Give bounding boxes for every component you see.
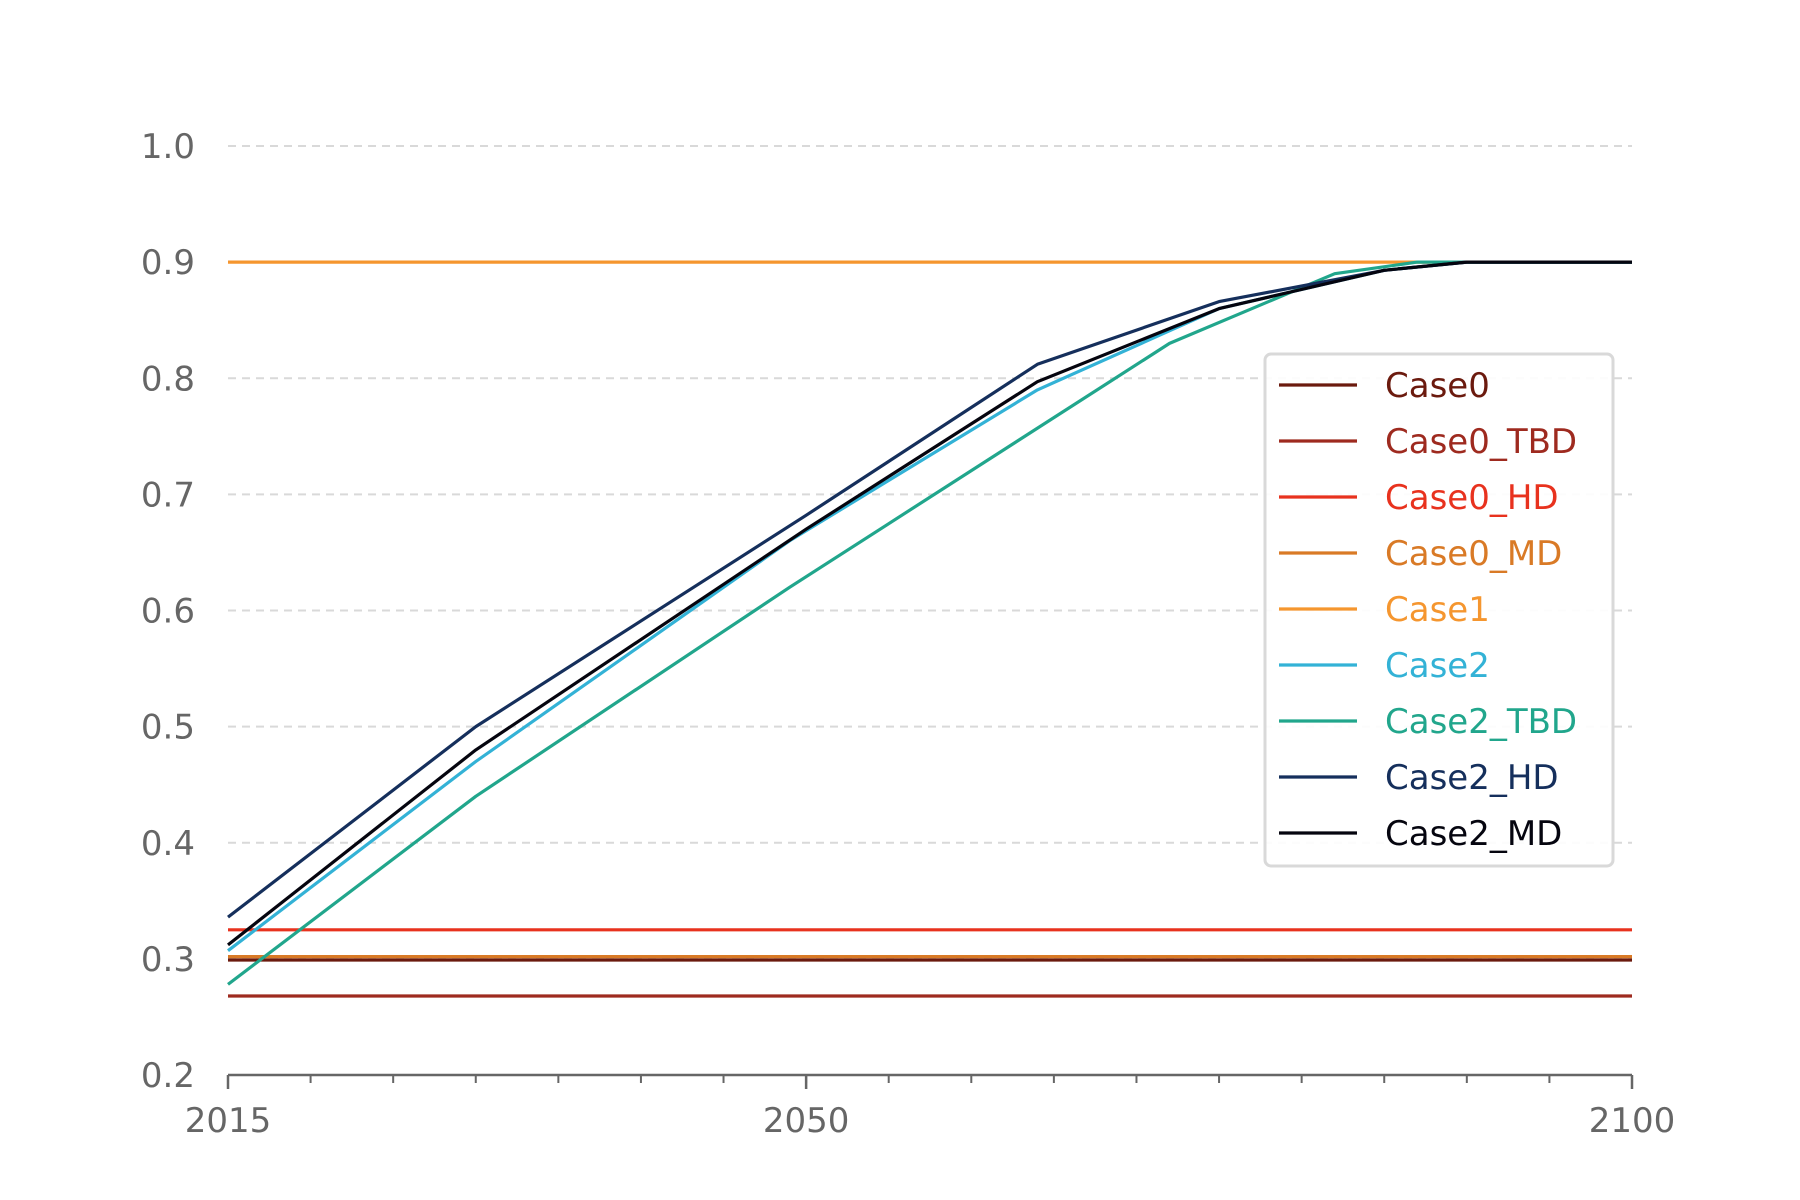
legend-label: Case2	[1385, 646, 1490, 686]
y-tick-label: 0.5	[141, 708, 195, 748]
y-tick-label: 0.6	[141, 592, 195, 632]
y-tick-label: 0.7	[141, 475, 195, 515]
y-tick-label: 1.0	[141, 127, 195, 167]
y-tick-label: 0.9	[141, 243, 195, 283]
x-tick-label: 2015	[185, 1101, 272, 1141]
y-tick-label: 0.2	[141, 1056, 195, 1096]
y-tick-label: 0.8	[141, 359, 195, 399]
legend-label: Case2_TBD	[1385, 702, 1577, 742]
y-tick-label: 0.3	[141, 940, 195, 980]
legend-label: Case1	[1385, 590, 1490, 630]
legend-label: Case0	[1385, 366, 1490, 406]
legend: Case0 Case0_TBD Case0_HD Case0_MD Case1 Case2…	[1263, 352, 1615, 868]
series-line-case2-tbd	[227, 260, 1632, 986]
legend-label: Case0_MD	[1385, 534, 1562, 574]
x-tick-label: 2100	[1589, 1101, 1676, 1141]
series-line-case2-md	[227, 260, 1632, 947]
x-tick-label: 2050	[763, 1101, 850, 1141]
legend-label: Case0_HD	[1385, 478, 1559, 518]
legend-box	[1263, 352, 1615, 868]
series-lines	[227, 260, 1632, 998]
legend-label: Case2_MD	[1385, 814, 1562, 854]
axes: 0.2 0.3 0.4 0.5 0.6 0.7 0.8 0.9 1.0 2015 2050 2100	[141, 127, 1675, 1141]
y-tick-label: 0.4	[141, 824, 195, 864]
legend-label: Case2_HD	[1385, 758, 1559, 798]
legend-label: Case0_TBD	[1385, 422, 1577, 462]
